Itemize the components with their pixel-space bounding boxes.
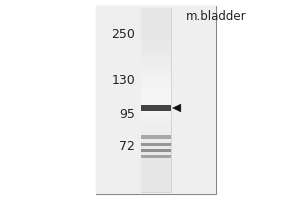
Bar	[141, 161, 171, 167]
Bar	[141, 33, 171, 39]
Bar	[141, 143, 171, 149]
Bar	[141, 51, 171, 57]
Bar	[141, 131, 171, 137]
Bar	[141, 137, 171, 143]
Text: 250: 250	[111, 27, 135, 40]
Bar	[141, 82, 171, 88]
Bar	[141, 45, 171, 51]
Bar	[141, 8, 171, 14]
Bar	[141, 8, 171, 192]
Polygon shape	[172, 104, 181, 112]
Text: 130: 130	[111, 73, 135, 86]
Bar	[141, 75, 171, 82]
Bar	[141, 143, 171, 146]
Bar	[141, 20, 171, 26]
Bar	[141, 125, 171, 131]
Text: m.bladder: m.bladder	[186, 10, 247, 23]
Bar	[141, 180, 171, 186]
Bar	[141, 149, 171, 152]
Bar	[141, 155, 171, 161]
Bar	[141, 106, 171, 112]
Bar	[141, 63, 171, 69]
Bar	[141, 118, 171, 125]
Bar	[141, 149, 171, 155]
Bar	[141, 100, 171, 106]
Bar	[141, 69, 171, 75]
Text: 72: 72	[119, 140, 135, 152]
Bar	[141, 174, 171, 180]
Bar	[141, 135, 171, 139]
Bar	[141, 167, 171, 174]
Text: 95: 95	[119, 108, 135, 120]
Bar	[141, 112, 171, 118]
Bar	[141, 94, 171, 100]
Bar	[141, 14, 171, 20]
Bar	[141, 105, 171, 111]
Bar	[141, 57, 171, 63]
Bar	[141, 155, 171, 158]
Bar	[141, 39, 171, 45]
Bar	[141, 88, 171, 94]
Bar	[141, 186, 171, 192]
Bar	[141, 26, 171, 33]
Bar	[96, 6, 216, 194]
Bar	[96, 6, 216, 194]
